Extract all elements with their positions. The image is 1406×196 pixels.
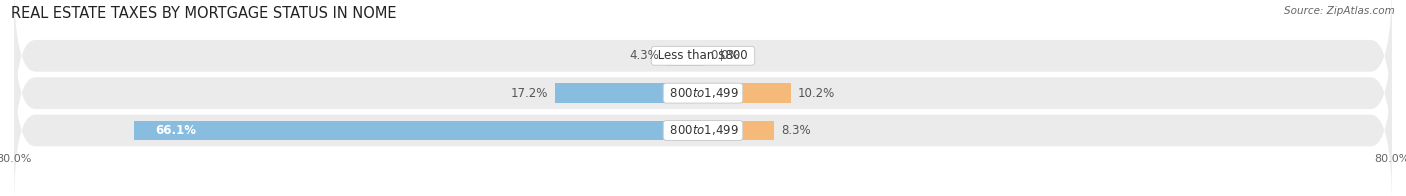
Bar	[555, 83, 703, 103]
Bar	[134, 121, 703, 140]
Text: 8.3%: 8.3%	[782, 124, 811, 137]
Bar	[666, 46, 703, 65]
Text: 66.1%: 66.1%	[155, 124, 197, 137]
Text: Less than $800: Less than $800	[654, 49, 752, 62]
Bar	[703, 121, 775, 140]
Text: 4.3%: 4.3%	[630, 49, 659, 62]
Text: $800 to $1,499: $800 to $1,499	[666, 86, 740, 100]
Text: 10.2%: 10.2%	[797, 87, 835, 100]
FancyBboxPatch shape	[14, 16, 1392, 171]
Text: 17.2%: 17.2%	[510, 87, 548, 100]
Bar	[703, 83, 790, 103]
Text: Source: ZipAtlas.com: Source: ZipAtlas.com	[1284, 6, 1395, 16]
Text: 0.0%: 0.0%	[710, 49, 740, 62]
FancyBboxPatch shape	[14, 53, 1392, 196]
FancyBboxPatch shape	[14, 0, 1392, 133]
Text: REAL ESTATE TAXES BY MORTGAGE STATUS IN NOME: REAL ESTATE TAXES BY MORTGAGE STATUS IN …	[11, 6, 396, 21]
Text: $800 to $1,499: $800 to $1,499	[666, 123, 740, 137]
